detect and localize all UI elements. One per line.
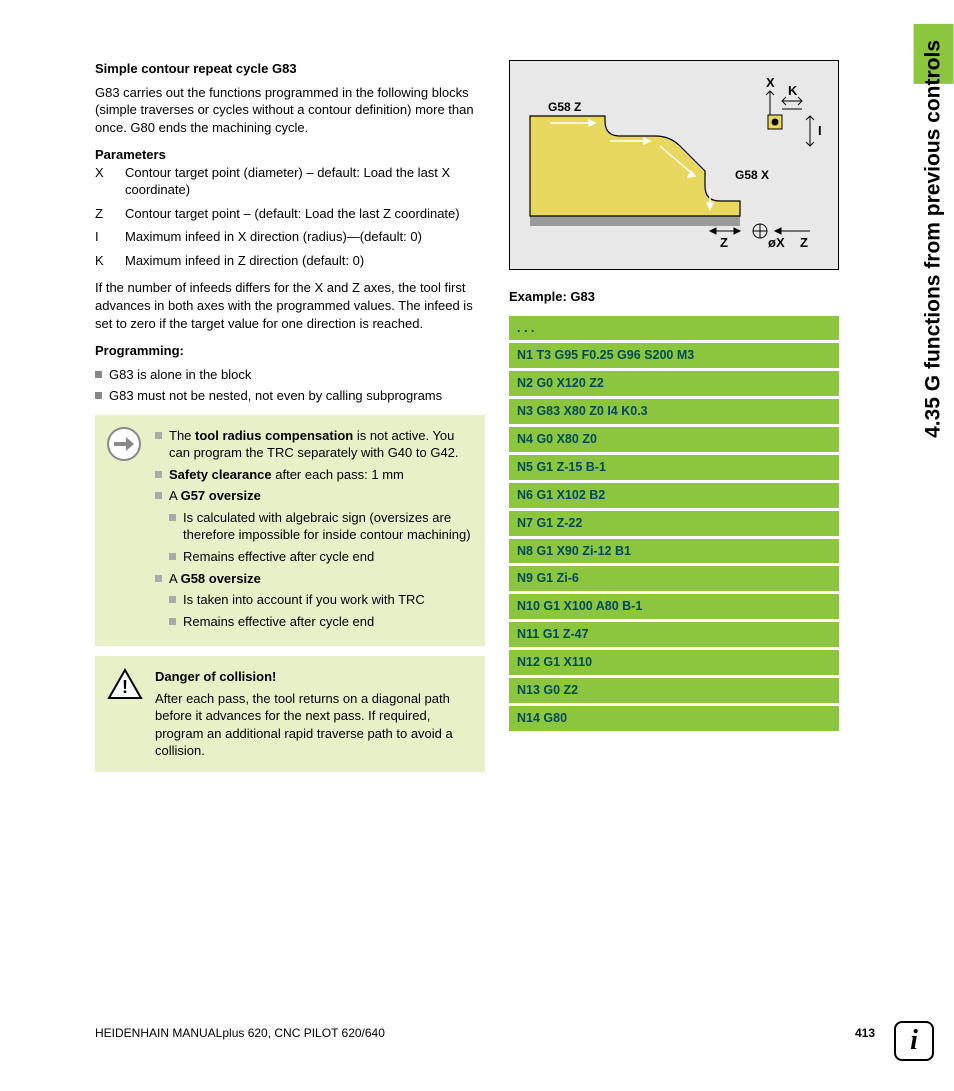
- warning-title: Danger of collision!: [155, 668, 473, 686]
- note-item: A G57 oversize Is calculated with algebr…: [155, 487, 473, 565]
- parameters-list: XContour target point (diameter) – defau…: [95, 164, 485, 270]
- diagram-label: G58 Z: [548, 100, 581, 114]
- parameter-row: ZContour target point – (default: Load t…: [95, 205, 485, 223]
- code-block: . . .N1 T3 G95 F0.25 G96 S200 M3 N2 G0 X1…: [509, 316, 839, 731]
- right-column: G58 Z G58 X X K I Z øX Z Example: G83 . …: [509, 60, 839, 782]
- diagram: G58 Z G58 X X K I Z øX Z: [509, 60, 839, 270]
- programming-item: G83 is alone in the block: [95, 366, 485, 384]
- note-box-info: The tool radius compensation is not acti…: [95, 415, 485, 646]
- param-desc: Maximum infeed in X direction (radius)—(…: [125, 228, 485, 246]
- svg-text:Z: Z: [720, 235, 728, 250]
- param-key: X: [95, 164, 125, 199]
- param-desc: Maximum infeed in Z direction (default: …: [125, 252, 485, 270]
- note-subitem: Remains effective after cycle end: [169, 548, 473, 566]
- left-column: Simple contour repeat cycle G83 G83 carr…: [95, 60, 485, 782]
- svg-text:I: I: [818, 123, 822, 138]
- footer-text: HEIDENHAIN MANUALplus 620, CNC PILOT 620…: [95, 1025, 385, 1041]
- warning-icon: !: [107, 668, 143, 700]
- svg-text:K: K: [788, 83, 798, 98]
- note-subitem: Is calculated with algebraic sign (overs…: [169, 509, 473, 544]
- code-line: N7 G1 Z-22: [509, 511, 839, 536]
- svg-text:!: !: [122, 677, 128, 697]
- example-title: Example: G83: [509, 288, 839, 306]
- note-box-warning: ! Danger of collision! After each pass, …: [95, 656, 485, 772]
- code-line: N5 G1 Z-15 B-1: [509, 455, 839, 480]
- parameter-row: XContour target point (diameter) – defau…: [95, 164, 485, 199]
- warning-body: After each pass, the tool returns on a d…: [155, 690, 473, 760]
- parameters-heading: Parameters: [95, 146, 485, 164]
- svg-text:Z: Z: [800, 235, 808, 250]
- param-key: I: [95, 228, 125, 246]
- parameter-row: KMaximum infeed in Z direction (default:…: [95, 252, 485, 270]
- page-content: Simple contour repeat cycle G83 G83 carr…: [0, 0, 954, 782]
- code-line: N12 G1 X110: [509, 650, 839, 675]
- programming-heading: Programming:: [95, 342, 485, 360]
- param-key: Z: [95, 205, 125, 223]
- note-item: Safety clearance after each pass: 1 mm: [155, 466, 473, 484]
- page-footer: HEIDENHAIN MANUALplus 620, CNC PILOT 620…: [95, 1025, 875, 1041]
- code-line: N8 G1 X90 Zi-12 B1: [509, 539, 839, 564]
- arrow-icon: [107, 427, 141, 461]
- svg-text:øX: øX: [768, 235, 785, 250]
- note-item: The tool radius compensation is not acti…: [155, 427, 473, 462]
- svg-text:X: X: [766, 75, 775, 90]
- programming-item: G83 must not be nested, not even by call…: [95, 387, 485, 405]
- svg-text:G58 X: G58 X: [735, 168, 769, 182]
- code-line: N2 G0 X120 Z2: [509, 371, 839, 396]
- code-line: N14 G80: [509, 706, 839, 731]
- parameter-row: IMaximum infeed in X direction (radius)—…: [95, 228, 485, 246]
- mid-paragraph: If the number of infeeds differs for the…: [95, 279, 485, 332]
- info-icon: i: [894, 1021, 934, 1061]
- code-line: N6 G1 X102 B2: [509, 483, 839, 508]
- code-line: N10 G1 X100 A80 B-1: [509, 594, 839, 619]
- param-desc: Contour target point – (default: Load th…: [125, 205, 485, 223]
- param-key: K: [95, 252, 125, 270]
- code-line: N13 G0 Z2: [509, 678, 839, 703]
- note-list: The tool radius compensation is not acti…: [155, 427, 473, 630]
- page-number: 413: [855, 1025, 875, 1041]
- section-tab: 4.35 G functions from previous controls: [914, 24, 954, 638]
- code-line: N1 T3 G95 F0.25 G96 S200 M3: [509, 343, 839, 368]
- programming-list: G83 is alone in the block G83 must not be…: [95, 366, 485, 405]
- intro-paragraph: G83 carries out the functions programmed…: [95, 84, 485, 137]
- code-line: N9 G1 Zi-6: [509, 566, 839, 591]
- note-subitem: Is taken into account if you work with T…: [169, 591, 473, 609]
- note-subitem: Remains effective after cycle end: [169, 613, 473, 631]
- page-title: Simple contour repeat cycle G83: [95, 60, 485, 78]
- code-line: N3 G83 X80 Z0 I4 K0.3: [509, 399, 839, 424]
- note-item: A G58 oversize Is taken into account if …: [155, 570, 473, 631]
- param-desc: Contour target point (diameter) – defaul…: [125, 164, 485, 199]
- code-line: N4 G0 X80 Z0: [509, 427, 839, 452]
- code-line: N11 G1 Z-47: [509, 622, 839, 647]
- code-line: . . .: [509, 316, 839, 341]
